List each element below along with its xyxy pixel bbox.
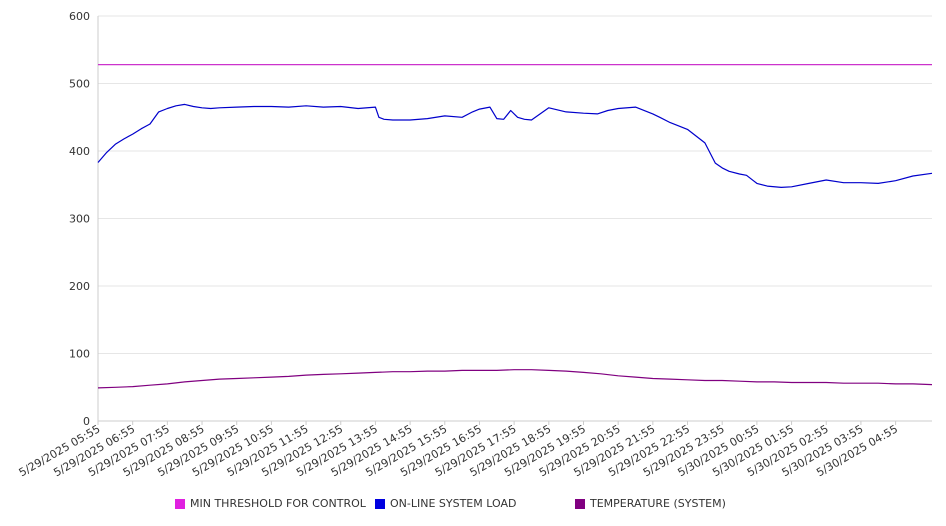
legend-swatch-icon xyxy=(575,498,585,509)
legend-label: TEMPERATURE (SYSTEM) xyxy=(590,497,726,510)
y-tick-label: 0 xyxy=(83,415,90,428)
legend-label: MIN THRESHOLD FOR CONTROL xyxy=(190,497,366,510)
x-tick-labels: 5/29/2025 05:555/29/2025 06:555/29/2025 … xyxy=(17,422,900,479)
y-tick-label: 100 xyxy=(69,348,90,361)
axes xyxy=(97,16,932,425)
legend-swatch-icon xyxy=(375,498,385,509)
legend-item-temperature[interactable]: TEMPERATURE (SYSTEM) xyxy=(575,497,726,510)
legend: MIN THRESHOLD FOR CONTROL ON-LINE SYSTEM… xyxy=(0,497,946,515)
series-line-temperature xyxy=(97,369,933,389)
grid xyxy=(98,15,932,354)
y-tick-label: 600 xyxy=(69,10,90,23)
series-line-system-load xyxy=(97,103,933,188)
legend-swatch-icon xyxy=(175,498,185,509)
legend-label: ON-LINE SYSTEM LOAD xyxy=(390,497,517,510)
y-tick-labels: 0 100 200 300 400 500 600 xyxy=(69,10,90,428)
y-tick-label: 400 xyxy=(69,145,90,158)
y-tick-label: 200 xyxy=(69,280,90,293)
legend-item-system-load[interactable]: ON-LINE SYSTEM LOAD xyxy=(375,497,516,510)
y-tick-label: 500 xyxy=(69,78,90,91)
y-tick-label: 300 xyxy=(69,213,90,226)
legend-item-min-threshold[interactable]: MIN THRESHOLD FOR CONTROL xyxy=(175,497,366,510)
series-layer xyxy=(97,63,933,389)
